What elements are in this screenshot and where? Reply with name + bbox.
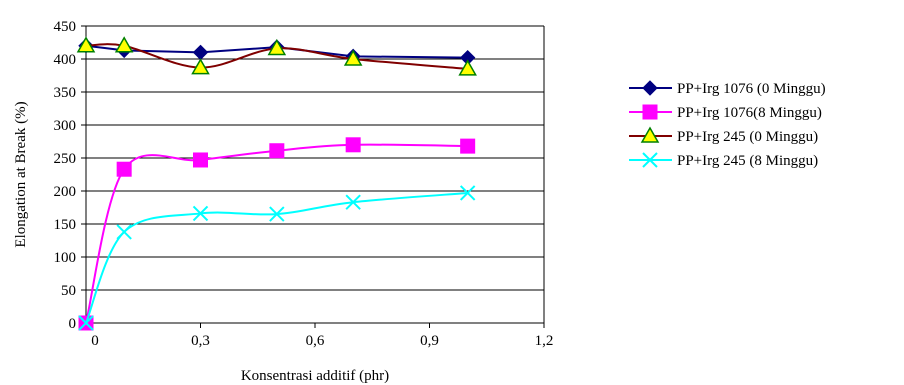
y-tick-label: 0	[69, 316, 77, 332]
y-tick-label: 400	[54, 52, 77, 68]
legend-entry: PP+Irg 1076(8 Minggu)	[629, 104, 822, 121]
legend-label: PP+Irg 1076(8 Minggu)	[677, 105, 822, 121]
legend-marker	[642, 104, 658, 120]
y-tick-label: 100	[54, 250, 77, 266]
x-tick-label: 0	[91, 333, 99, 349]
x-tick-label: 0,3	[191, 333, 210, 349]
y-tick-label: 150	[54, 217, 77, 233]
data-point	[78, 315, 94, 331]
x-tick-label: 0,9	[420, 333, 439, 349]
series-line	[85, 191, 468, 324]
y-tick-label: 50	[61, 283, 76, 299]
data-point	[192, 205, 209, 222]
data-point	[76, 36, 96, 53]
legend-label: PP+Irg 245 (8 Minggu)	[677, 153, 818, 169]
data-point	[345, 137, 361, 153]
legend: PP+Irg 1076 (0 Minggu) PP+Irg 1076(8 Ming…	[629, 80, 826, 169]
y-tick-label: 450	[54, 19, 77, 35]
legend-label: PP+Irg 245 (0 Minggu)	[677, 129, 818, 145]
data-point	[458, 59, 477, 76]
y-tick-label: 250	[54, 151, 77, 167]
marker-stroke	[345, 194, 361, 210]
legend-entry: PP+Irg 245 (0 Minggu)	[629, 126, 818, 145]
x-tick-label: 0,6	[306, 333, 325, 349]
marker-stroke	[642, 152, 658, 168]
y-axis-title: Elongation at Break (%)	[13, 101, 29, 247]
legend-marker	[642, 80, 658, 96]
data-point	[343, 49, 363, 66]
marker-stroke	[192, 205, 209, 222]
legend-entry: PP+Irg 1076 (0 Minggu)	[629, 80, 826, 97]
data-point	[193, 152, 208, 168]
data-point	[191, 58, 210, 75]
series-3	[76, 36, 477, 76]
legend-marker	[642, 152, 658, 168]
marker-stroke	[269, 206, 285, 222]
data-point	[345, 194, 361, 210]
x-axis-title: Konsentrasi additif (phr)	[241, 368, 389, 384]
plot-area	[86, 26, 544, 323]
data-point	[460, 138, 476, 154]
marker-stroke	[459, 185, 476, 201]
series-line	[85, 143, 468, 324]
y-tick-label: 200	[54, 184, 77, 200]
marker-stroke	[78, 315, 94, 331]
series-4	[78, 185, 476, 331]
data-point	[116, 224, 132, 240]
gridlines	[86, 25, 545, 323]
x-tick-label: 1,2	[535, 333, 554, 349]
data-point	[267, 38, 287, 56]
data-point	[269, 206, 285, 222]
y-tick-label: 350	[54, 85, 77, 101]
legend-label: PP+Irg 1076 (0 Minggu)	[677, 81, 826, 97]
series-group	[76, 36, 477, 331]
data-point	[116, 161, 132, 177]
data-point	[459, 185, 476, 201]
y-tick-label: 300	[54, 118, 77, 134]
legend-marker	[640, 126, 660, 143]
tick-labels: 0 50 100 150 200 250 300 350 400 450 0 0,3 0,6 0,9 1,2	[54, 19, 554, 349]
data-point	[114, 36, 134, 53]
data-point	[269, 143, 285, 159]
legend-entry: PP+Irg 245 (8 Minggu)	[629, 152, 818, 169]
marker-stroke	[116, 224, 132, 240]
